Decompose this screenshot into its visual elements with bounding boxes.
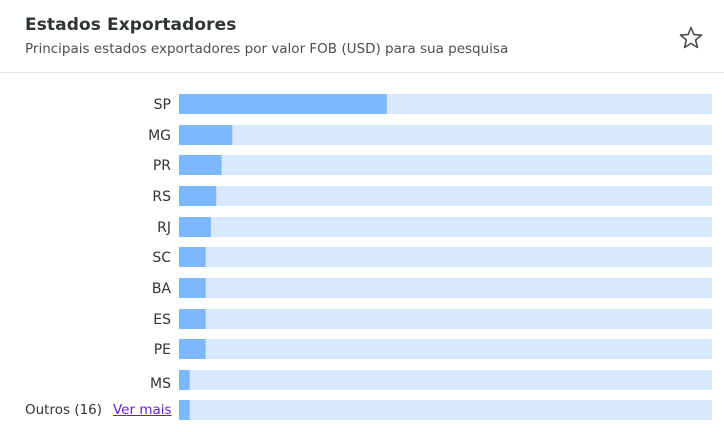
category-label-pr: PR — [153, 158, 171, 174]
bar-chart-svg: SP MG PR RS RJ SC BA ES PE MS — [148, 94, 712, 420]
bar-es[interactable] — [179, 309, 206, 329]
bar-chart: SP MG PR RS RJ SC BA ES PE MS — [0, 74, 724, 432]
bar-sc[interactable] — [179, 247, 206, 267]
bar-track — [179, 125, 712, 145]
bar-track — [179, 309, 712, 329]
bar-track — [179, 339, 712, 359]
bar-track — [179, 186, 712, 206]
bar-pe[interactable] — [179, 339, 206, 359]
category-label-mg: MG — [148, 128, 171, 144]
bar-track — [179, 400, 712, 420]
bar-track — [179, 155, 712, 175]
bar-rs[interactable] — [179, 186, 217, 206]
category-label-sc: SC — [152, 250, 171, 266]
card-title: Estados Exportadores — [25, 15, 237, 35]
bar-mg[interactable] — [179, 125, 233, 145]
card-header: Estados Exportadores Principais estados … — [0, 0, 724, 73]
bar-ms[interactable] — [179, 370, 190, 390]
bar-rj[interactable] — [179, 217, 211, 237]
bar-track — [179, 247, 712, 267]
card-subtitle: Principais estados exportadores por valo… — [25, 41, 509, 57]
category-label-ba: BA — [152, 281, 172, 297]
bar-track — [179, 217, 712, 237]
category-label-rj: RJ — [157, 220, 171, 236]
category-label-sp: SP — [154, 97, 171, 113]
bar-sp[interactable] — [179, 94, 387, 114]
bar-outros[interactable] — [179, 400, 190, 420]
category-label-es: ES — [153, 312, 171, 328]
star-icon[interactable] — [678, 25, 704, 51]
category-label-pe: PE — [154, 342, 171, 358]
others-label: Outros (16) — [25, 402, 103, 418]
bar-pr[interactable] — [179, 155, 222, 175]
bar-track — [179, 370, 712, 390]
see-more-link[interactable]: Ver mais — [113, 402, 172, 418]
category-label-rs: RS — [152, 189, 171, 205]
bar-ba[interactable] — [179, 278, 206, 298]
bar-track — [179, 278, 712, 298]
category-label-ms: MS — [150, 376, 171, 392]
